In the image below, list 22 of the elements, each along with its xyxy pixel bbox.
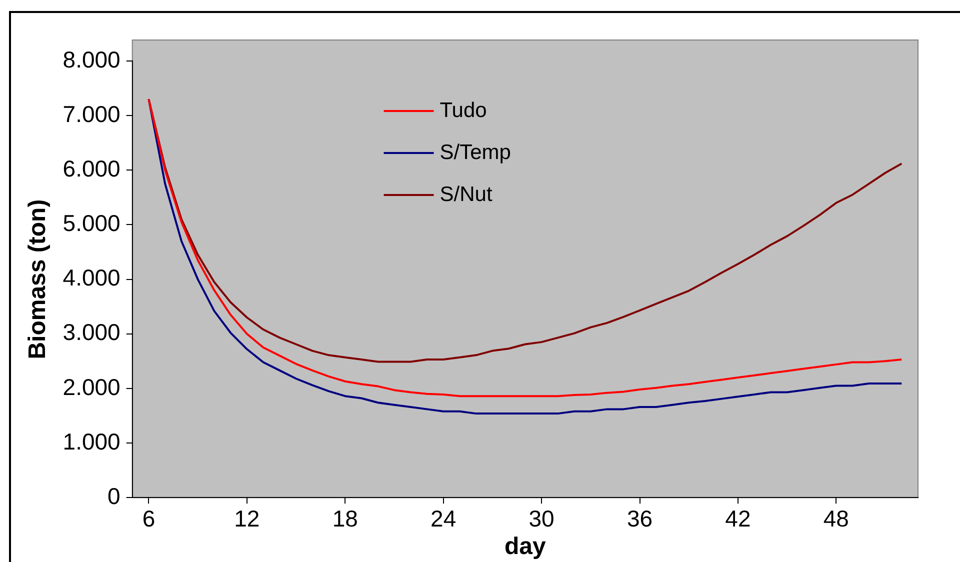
y-tick-label: 4.000 [62,264,120,291]
x-tick-label: 30 [528,506,554,532]
legend-label: Tudo [440,98,487,122]
legend-label: S/Nut [440,182,492,206]
y-tick-label: 0 [108,482,120,509]
y-tick-label: 1.000 [62,428,120,454]
y-tick-label: 8.000 [62,46,120,72]
x-axis-title: day [504,533,547,560]
x-tick-label: 12 [234,506,260,532]
y-tick-label: 2.000 [62,374,120,400]
x-tick-label: 6 [142,506,156,532]
legend-label: S/Temp [440,140,511,164]
y-axis-title: Biomass (ton) [24,199,52,360]
x-tick-label: 24 [430,506,456,532]
y-tick-label: 3.000 [62,319,120,346]
x-tick-label: 48 [823,506,849,532]
x-tick-label: 42 [725,506,751,532]
y-tick-label: 6.000 [62,155,120,182]
y-tick-label: 7.000 [62,100,120,127]
y-tick-label: 5.000 [62,210,120,236]
x-tick-label: 18 [332,506,358,532]
x-tick-label: 36 [626,506,653,532]
